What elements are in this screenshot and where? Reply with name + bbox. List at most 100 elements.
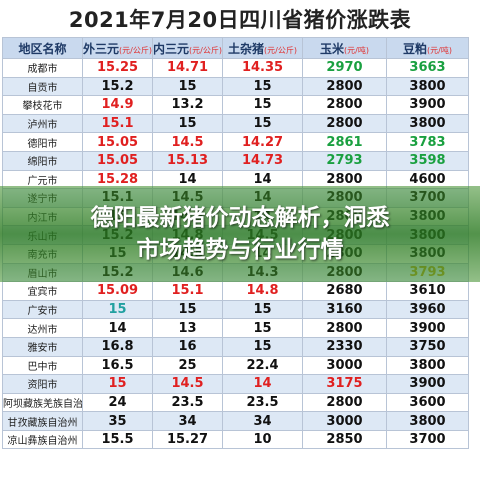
region-name: 阿坝藏族羌族自治州: [2, 392, 83, 413]
price-cell: 10: [222, 429, 303, 450]
table-row: 自贡市 15.2 15 15 2800 3800: [2, 76, 469, 97]
price-cell: 14.5: [152, 132, 223, 152]
column-header: 外三元(元/公斤): [82, 37, 153, 59]
price-cell: 15.09: [82, 281, 153, 301]
price-cell: 3700: [386, 429, 469, 450]
price-cell: 2793: [302, 150, 387, 171]
region-name: 泸州市: [2, 113, 83, 134]
column-header: 豆粕(元/吨): [386, 37, 469, 59]
table-row: 巴中市 16.5 25 22.4 3000 3800: [2, 355, 469, 376]
price-cell: 15: [222, 336, 303, 357]
price-cell: 2861: [302, 132, 387, 152]
price-cell: 15: [82, 299, 153, 320]
title: 2021年7月20日四川省猪价涨跌表: [68, 8, 412, 32]
price-cell: 15.05: [82, 132, 153, 152]
price-cell: 15: [222, 76, 303, 97]
price-cell: 2800: [302, 76, 387, 97]
region-name: 绵阳市: [2, 150, 83, 171]
price-cell: 3000: [302, 411, 387, 431]
price-cell: 15.5: [82, 429, 153, 450]
table-row: 雅安市 16.8 16 15 2330 3750: [2, 336, 469, 357]
column-label: 玉米: [320, 41, 345, 56]
price-cell: 3175: [302, 374, 387, 394]
price-cell: 14.35: [222, 58, 303, 78]
price-cell: 2800: [302, 95, 387, 115]
price-cell: 3750: [386, 336, 469, 357]
price-cell: 16.5: [82, 355, 153, 376]
price-cell: 3900: [386, 374, 469, 394]
price-cell: 34: [152, 411, 223, 431]
price-cell: 3800: [386, 411, 469, 431]
table-row: 攀枝花市 14.9 13.2 15 2800 3900: [2, 95, 469, 115]
price-cell: 3800: [386, 113, 469, 134]
region-name: 达州市: [2, 318, 83, 338]
region-name: 甘孜藏族自治州: [2, 411, 83, 431]
price-cell: 2800: [302, 318, 387, 338]
price-cell: 23.5: [222, 392, 303, 413]
table-row: 宜宾市 15.09 15.1 14.8 2680 3610: [2, 281, 469, 301]
price-cell: 2680: [302, 281, 387, 301]
column-label: 外三元: [83, 41, 120, 56]
price-cell: 3783: [386, 132, 469, 152]
column-unit: (元/吨): [344, 45, 369, 55]
price-cell: 3000: [302, 355, 387, 376]
column-label: 地区名称: [18, 41, 67, 56]
price-cell: 13.2: [152, 95, 223, 115]
price-cell: 23.5: [152, 392, 223, 413]
price-cell: 2800: [302, 392, 387, 413]
region-name: 广安市: [2, 299, 83, 320]
price-cell: 24: [82, 392, 153, 413]
price-cell: 22.4: [222, 355, 303, 376]
region-name: 资阳市: [2, 374, 83, 394]
column-header: 内三元(元/公斤): [152, 37, 223, 59]
region-name: 德阳市: [2, 132, 83, 152]
column-header: 玉米(元/吨): [302, 37, 387, 59]
region-name: 成都市: [2, 58, 83, 78]
header-row: 地区名称 外三元(元/公斤) 内三元(元/公斤) 土杂猪(元/公斤) 玉米(元/吨) 豆粕…: [2, 37, 469, 59]
price-cell: 14.71: [152, 58, 223, 78]
price-cell: 2800: [302, 113, 387, 134]
price-cell: 15: [222, 299, 303, 320]
price-cell: 15: [152, 113, 223, 134]
column-label: 内三元: [153, 41, 190, 56]
price-cell: 13: [152, 318, 223, 338]
column-header: 土杂猪(元/公斤): [222, 37, 303, 59]
price-cell: 4600: [386, 169, 469, 190]
column-unit: (元/公斤): [119, 45, 152, 55]
table-row: 绵阳市 15.05 15.13 14.73 2793 3598: [2, 150, 469, 171]
price-cell: 16.8: [82, 336, 153, 357]
price-cell: 15.1: [152, 281, 223, 301]
table-row: 泸州市 15.1 15 15 2800 3800: [2, 113, 469, 134]
price-cell: 2970: [302, 58, 387, 78]
price-cell: 3800: [386, 76, 469, 97]
region-name: 广元市: [2, 169, 83, 190]
price-cell: 14: [222, 374, 303, 394]
price-cell: 14: [82, 318, 153, 338]
price-cell: 34: [222, 411, 303, 431]
region-name: 自贡市: [2, 76, 83, 97]
region-name: 攀枝花市: [2, 95, 83, 115]
price-cell: 15: [222, 113, 303, 134]
price-cell: 3900: [386, 318, 469, 338]
table-row: 凉山彝族自治州 15.5 15.27 10 2850 3700: [2, 429, 469, 450]
price-cell: 2850: [302, 429, 387, 450]
price-cell: 15.25: [82, 58, 153, 78]
price-cell: 15: [222, 95, 303, 115]
column-label: 土杂猪: [228, 41, 265, 56]
column-unit: (元/公斤): [264, 45, 297, 55]
region-name: 巴中市: [2, 355, 83, 376]
price-cell: 3600: [386, 392, 469, 413]
price-cell: 25: [152, 355, 223, 376]
price-cell: 3800: [386, 355, 469, 376]
column-unit: (元/吨): [427, 45, 452, 55]
price-cell: 14.9: [82, 95, 153, 115]
banner: 德阳最新猪价动态解析，洞悉 市场趋势与行业行情: [0, 186, 480, 282]
price-cell: 2330: [302, 336, 387, 357]
price-cell: 15.13: [152, 150, 223, 171]
column-unit: (元/公斤): [189, 45, 222, 55]
price-cell: 3160: [302, 299, 387, 320]
banner-line: 市场趋势与行业行情: [136, 237, 344, 263]
price-cell: 15.2: [82, 76, 153, 97]
price-cell: 3663: [386, 58, 469, 78]
